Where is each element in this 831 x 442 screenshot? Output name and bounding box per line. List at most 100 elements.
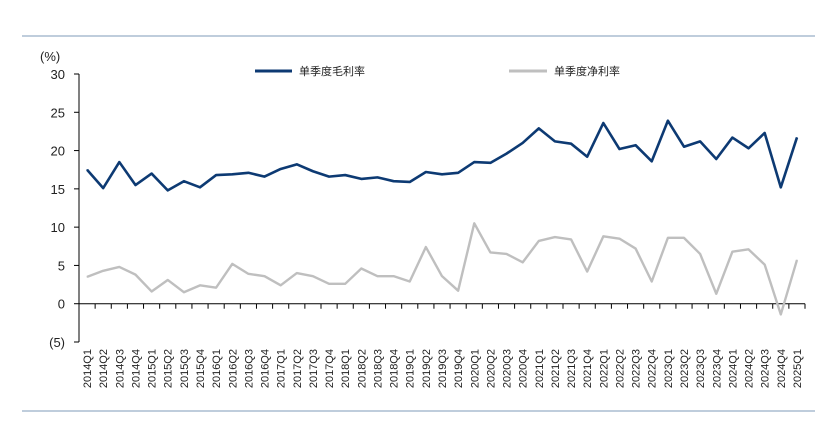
data-point	[360, 267, 362, 270]
x-tick-label: 2019Q3	[437, 349, 449, 388]
x-tick-label: 2024Q4	[776, 349, 788, 388]
data-point	[86, 276, 88, 278]
data-point	[280, 284, 282, 286]
x-tick-label: 2018Q1	[340, 349, 352, 388]
series-lines	[86, 119, 799, 316]
data-point	[102, 187, 104, 189]
data-point	[602, 235, 604, 237]
data-point	[134, 184, 137, 186]
data-point	[651, 280, 653, 283]
x-tick-label: 2023Q1	[663, 349, 675, 388]
x-tick-label: 2019Q2	[421, 349, 433, 388]
data-point	[683, 237, 685, 239]
data-point	[780, 313, 782, 316]
data-point	[635, 247, 637, 250]
data-point	[489, 162, 491, 164]
data-point	[151, 172, 153, 175]
x-tick-label: 2016Q1	[211, 349, 223, 388]
data-point	[328, 283, 330, 285]
data-point	[247, 172, 249, 174]
axes	[78, 74, 805, 342]
data-point	[183, 180, 185, 182]
y-tick-label: (5)	[49, 335, 65, 350]
data-point	[683, 146, 685, 148]
y-tick-label: 5	[58, 258, 65, 273]
data-point	[360, 178, 362, 180]
x-tick-label: 2021Q3	[566, 349, 578, 388]
x-tick-label: 2025Q1	[792, 349, 804, 388]
x-tick-label: 2018Q2	[356, 349, 368, 388]
x-tick-label: 2024Q1	[727, 349, 739, 388]
data-point	[780, 186, 782, 188]
data-point	[118, 161, 120, 163]
data-point	[505, 253, 508, 255]
data-point	[602, 122, 604, 124]
data-point	[441, 173, 443, 175]
data-point	[554, 140, 556, 142]
x-tick-label: 2016Q3	[243, 349, 255, 388]
data-point	[554, 236, 556, 238]
data-point	[457, 172, 459, 174]
x-tick-label: 2015Q1	[147, 349, 159, 388]
x-tick-label: 2017Q1	[276, 349, 288, 388]
legend-label-net-margin: 单季度净利率	[554, 64, 620, 78]
x-tick-label: 2021Q4	[582, 349, 594, 388]
series-line	[86, 119, 799, 192]
data-point	[618, 238, 621, 240]
data-point	[538, 127, 540, 129]
x-tick-label: 2021Q2	[550, 349, 562, 388]
x-tick-label: 2020Q4	[518, 349, 530, 388]
x-tick-label: 2016Q2	[227, 349, 239, 388]
x-tick-label: 2015Q4	[195, 349, 207, 388]
data-point	[199, 186, 201, 188]
data-point	[764, 264, 766, 266]
data-point	[747, 248, 750, 250]
x-tick-label: 2014Q3	[114, 349, 126, 388]
series-line	[86, 222, 799, 316]
data-point	[409, 280, 411, 283]
data-point	[263, 176, 266, 178]
data-point	[441, 275, 443, 277]
x-tick-label: 2020Q1	[469, 349, 481, 388]
data-point	[328, 176, 330, 178]
x-tick-label: 2022Q4	[647, 349, 659, 388]
data-point	[489, 251, 491, 254]
x-tick-label: 2024Q2	[744, 349, 756, 388]
x-ticks: 2014Q1 2014Q2 2014Q3 2014Q4 2015Q1 2015Q2 2015…	[78, 303, 806, 388]
x-tick-label: 2014Q1	[82, 349, 94, 388]
data-point	[247, 273, 249, 275]
data-point	[280, 168, 282, 170]
x-tick-label: 2015Q2	[163, 349, 175, 388]
data-point	[118, 266, 120, 268]
data-point	[312, 170, 314, 172]
x-tick-label: 2014Q4	[130, 349, 142, 388]
x-tick-label: 2019Q4	[453, 349, 465, 388]
x-tick-label: 2022Q1	[598, 349, 610, 388]
x-tick-label: 2016Q4	[260, 349, 272, 388]
data-point	[344, 283, 346, 285]
y-tick-label: 15	[51, 182, 65, 197]
data-point	[231, 263, 233, 265]
x-tick-label: 2014Q2	[98, 349, 110, 388]
data-point	[538, 240, 540, 242]
data-point	[570, 143, 572, 145]
data-point	[586, 270, 588, 273]
data-point	[86, 169, 88, 171]
data-point	[393, 180, 395, 182]
legend-label-gross-margin: 单季度毛利率	[299, 64, 365, 78]
x-tick-label: 2017Q2	[292, 349, 304, 388]
data-point	[151, 290, 153, 293]
data-point	[231, 173, 233, 175]
data-point	[731, 251, 734, 253]
data-point	[522, 261, 524, 263]
data-point	[747, 147, 750, 149]
data-point	[409, 181, 411, 183]
legend: 单季度毛利率 单季度净利率	[255, 64, 620, 78]
data-point	[457, 290, 459, 292]
data-point	[715, 158, 717, 160]
data-point	[215, 174, 217, 176]
data-point	[393, 275, 395, 277]
data-point	[102, 270, 104, 272]
x-tick-label: 2023Q3	[695, 349, 707, 388]
